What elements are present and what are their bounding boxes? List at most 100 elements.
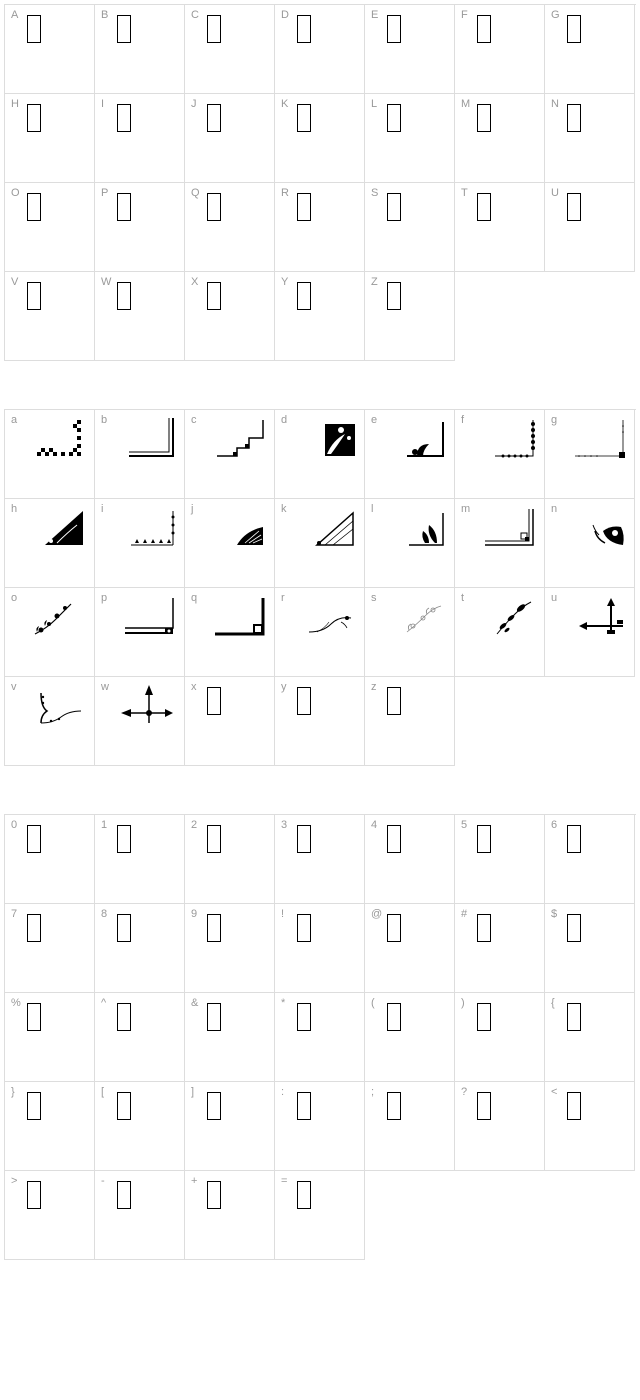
glyph-label: s xyxy=(371,592,377,604)
glyph-label: { xyxy=(551,997,555,1009)
missing-glyph-icon xyxy=(477,15,491,43)
glyph-label: Q xyxy=(191,187,200,199)
glyph-label: E xyxy=(371,9,378,21)
missing-glyph-icon xyxy=(387,1092,401,1120)
missing-glyph-icon xyxy=(297,687,311,715)
glyph-cell: x xyxy=(185,677,275,766)
glyph-cell: } xyxy=(5,1082,95,1171)
missing-glyph-icon xyxy=(27,825,41,853)
missing-glyph-icon xyxy=(207,1003,221,1031)
glyph-label: * xyxy=(281,997,285,1009)
glyph-label: } xyxy=(11,1086,15,1098)
glyph-label: 6 xyxy=(551,819,557,831)
glyph-cell: v xyxy=(5,677,95,766)
glyph-cell: I xyxy=(95,94,185,183)
glyph-label: R xyxy=(281,187,289,199)
glyph-label: [ xyxy=(101,1086,104,1098)
missing-glyph-icon xyxy=(477,1092,491,1120)
glyph-label: ] xyxy=(191,1086,194,1098)
glyph-cell: d xyxy=(275,410,365,499)
glyph-cell: % xyxy=(5,993,95,1082)
glyph-cell: r xyxy=(275,588,365,677)
glyph-cell: T xyxy=(455,183,545,272)
glyph-cell: 7 xyxy=(5,904,95,993)
glyph-cell: = xyxy=(275,1171,365,1260)
missing-glyph-icon xyxy=(297,193,311,221)
glyph-cell: t xyxy=(455,588,545,677)
glyph-cell: a xyxy=(5,410,95,499)
ornament-stepped-corner xyxy=(207,416,271,464)
ornament-bird-row xyxy=(117,505,181,553)
glyph-cell: k xyxy=(275,499,365,588)
ornament-beaded-line xyxy=(477,416,541,464)
missing-glyph-icon xyxy=(207,825,221,853)
missing-glyph-icon xyxy=(477,1003,491,1031)
glyph-label: & xyxy=(191,997,198,1009)
glyph-cell: ; xyxy=(365,1082,455,1171)
glyph-cell: X xyxy=(185,272,275,361)
glyph-label: t xyxy=(461,592,464,604)
missing-glyph-icon xyxy=(207,1092,221,1120)
ornament-thin-dot-corner xyxy=(567,416,631,464)
ornament-filled-triangle xyxy=(27,505,91,553)
missing-glyph-icon xyxy=(477,193,491,221)
missing-glyph-icon xyxy=(27,193,41,221)
glyph-cell: * xyxy=(275,993,365,1082)
missing-glyph-icon xyxy=(387,687,401,715)
missing-glyph-icon xyxy=(27,1092,41,1120)
glyph-label: + xyxy=(191,1175,197,1187)
missing-glyph-icon xyxy=(297,825,311,853)
glyph-label: ? xyxy=(461,1086,467,1098)
missing-glyph-icon xyxy=(207,687,221,715)
glyph-cell: ) xyxy=(455,993,545,1082)
glyph-cell: 6 xyxy=(545,815,635,904)
ornament-faint-floral xyxy=(387,594,451,642)
glyph-cell: w xyxy=(95,677,185,766)
glyph-cell: M xyxy=(455,94,545,183)
glyph-label: q xyxy=(191,592,197,604)
glyph-label: f xyxy=(461,414,464,426)
glyph-cell: e xyxy=(365,410,455,499)
glyph-cell: N xyxy=(545,94,635,183)
glyph-label: v xyxy=(11,681,17,693)
ornament-curly-bracket xyxy=(27,683,91,731)
ornament-square-dot-corner xyxy=(117,594,181,642)
glyph-cell: h xyxy=(5,499,95,588)
glyph-cell: c xyxy=(185,410,275,499)
glyph-cell: J xyxy=(185,94,275,183)
glyph-label: ^ xyxy=(101,997,106,1009)
missing-glyph-icon xyxy=(567,914,581,942)
glyph-cell: O xyxy=(5,183,95,272)
glyph-label: H xyxy=(11,98,19,110)
missing-glyph-icon xyxy=(117,1181,131,1209)
glyph-cell: K xyxy=(275,94,365,183)
glyph-label: > xyxy=(11,1175,17,1187)
glyph-label: 4 xyxy=(371,819,377,831)
glyph-label: T xyxy=(461,187,468,199)
missing-glyph-icon xyxy=(297,104,311,132)
glyph-label: 2 xyxy=(191,819,197,831)
glyph-label: B xyxy=(101,9,108,21)
glyph-cell: L xyxy=(365,94,455,183)
glyph-cell: Y xyxy=(275,272,365,361)
glyph-cell: l xyxy=(365,499,455,588)
missing-glyph-icon xyxy=(387,104,401,132)
glyph-cell: + xyxy=(185,1171,275,1260)
glyph-cell: B xyxy=(95,5,185,94)
glyph-cell: ( xyxy=(365,993,455,1082)
glyph-cell: 4 xyxy=(365,815,455,904)
glyph-cell: u xyxy=(545,588,635,677)
missing-glyph-icon xyxy=(387,1003,401,1031)
glyph-label: e xyxy=(371,414,377,426)
glyph-label: ( xyxy=(371,997,375,1009)
missing-glyph-icon xyxy=(387,193,401,221)
glyph-cell: n xyxy=(545,499,635,588)
section-lowercase: abcdefghijklmnopqrstuvwxyz xyxy=(4,409,636,766)
missing-glyph-icon xyxy=(387,914,401,942)
ornament-checker-corner xyxy=(27,416,91,464)
glyph-label: N xyxy=(551,98,559,110)
missing-glyph-icon xyxy=(27,104,41,132)
glyph-label: D xyxy=(281,9,289,21)
glyph-label: ; xyxy=(371,1086,374,1098)
missing-glyph-icon xyxy=(117,282,131,310)
